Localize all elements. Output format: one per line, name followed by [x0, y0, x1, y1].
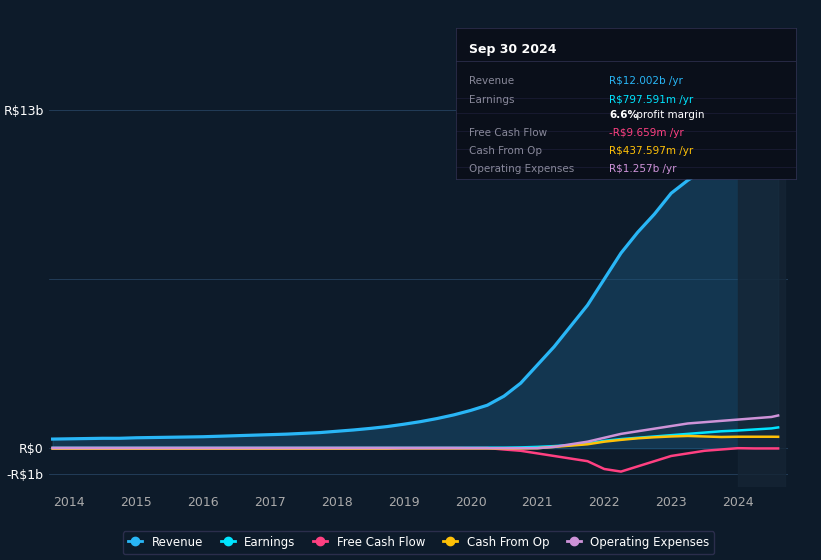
Text: profit margin: profit margin — [633, 110, 704, 120]
Text: R$12.002b /yr: R$12.002b /yr — [609, 76, 683, 86]
Text: Operating Expenses: Operating Expenses — [470, 164, 575, 174]
Text: Sep 30 2024: Sep 30 2024 — [470, 43, 557, 56]
Text: R$797.591m /yr: R$797.591m /yr — [609, 95, 693, 105]
Legend: Revenue, Earnings, Free Cash Flow, Cash From Op, Operating Expenses: Revenue, Earnings, Free Cash Flow, Cash … — [123, 531, 714, 554]
Text: Cash From Op: Cash From Op — [470, 146, 543, 156]
Text: Earnings: Earnings — [470, 95, 515, 105]
Text: Revenue: Revenue — [470, 76, 515, 86]
Text: 6.6%: 6.6% — [609, 110, 638, 120]
Text: Free Cash Flow: Free Cash Flow — [470, 128, 548, 138]
Text: -R$9.659m /yr: -R$9.659m /yr — [609, 128, 684, 138]
Bar — [738, 84, 785, 487]
Text: R$1.257b /yr: R$1.257b /yr — [609, 164, 677, 174]
Text: R$437.597m /yr: R$437.597m /yr — [609, 146, 693, 156]
